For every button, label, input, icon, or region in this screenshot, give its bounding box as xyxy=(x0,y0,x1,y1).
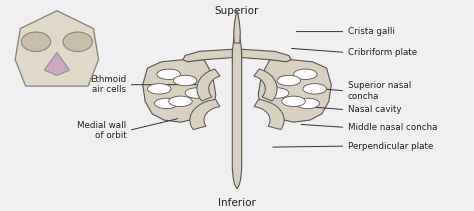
Polygon shape xyxy=(258,60,331,122)
Circle shape xyxy=(185,88,209,98)
Polygon shape xyxy=(183,49,232,62)
Polygon shape xyxy=(254,100,284,130)
Polygon shape xyxy=(190,100,220,130)
Circle shape xyxy=(157,69,181,80)
Text: Superior: Superior xyxy=(215,5,259,16)
Circle shape xyxy=(303,84,327,94)
Ellipse shape xyxy=(63,32,92,51)
Circle shape xyxy=(293,69,317,80)
Polygon shape xyxy=(197,69,220,101)
Circle shape xyxy=(147,84,171,94)
Polygon shape xyxy=(143,60,216,122)
Text: Ethmoid
air cells: Ethmoid air cells xyxy=(90,75,126,94)
Text: Perpendicular plate: Perpendicular plate xyxy=(348,142,433,151)
Polygon shape xyxy=(234,12,240,43)
Circle shape xyxy=(282,96,305,107)
Circle shape xyxy=(155,98,178,109)
Text: Superior nasal
concha: Superior nasal concha xyxy=(348,81,411,101)
Polygon shape xyxy=(242,49,291,62)
Circle shape xyxy=(296,98,319,109)
Ellipse shape xyxy=(21,32,51,51)
Text: Crista galli: Crista galli xyxy=(348,27,395,36)
Text: Inferior: Inferior xyxy=(218,197,256,208)
Polygon shape xyxy=(232,26,242,189)
Circle shape xyxy=(173,75,197,86)
Circle shape xyxy=(277,75,301,86)
Polygon shape xyxy=(45,52,69,76)
Circle shape xyxy=(169,96,192,107)
Text: Nasal cavity: Nasal cavity xyxy=(348,105,401,114)
Text: Cribriform plate: Cribriform plate xyxy=(348,48,417,57)
Circle shape xyxy=(265,88,289,98)
Polygon shape xyxy=(15,11,99,86)
Text: Middle nasal concha: Middle nasal concha xyxy=(348,123,437,132)
Polygon shape xyxy=(254,69,277,101)
Text: Medial wall
of orbit: Medial wall of orbit xyxy=(77,121,126,140)
